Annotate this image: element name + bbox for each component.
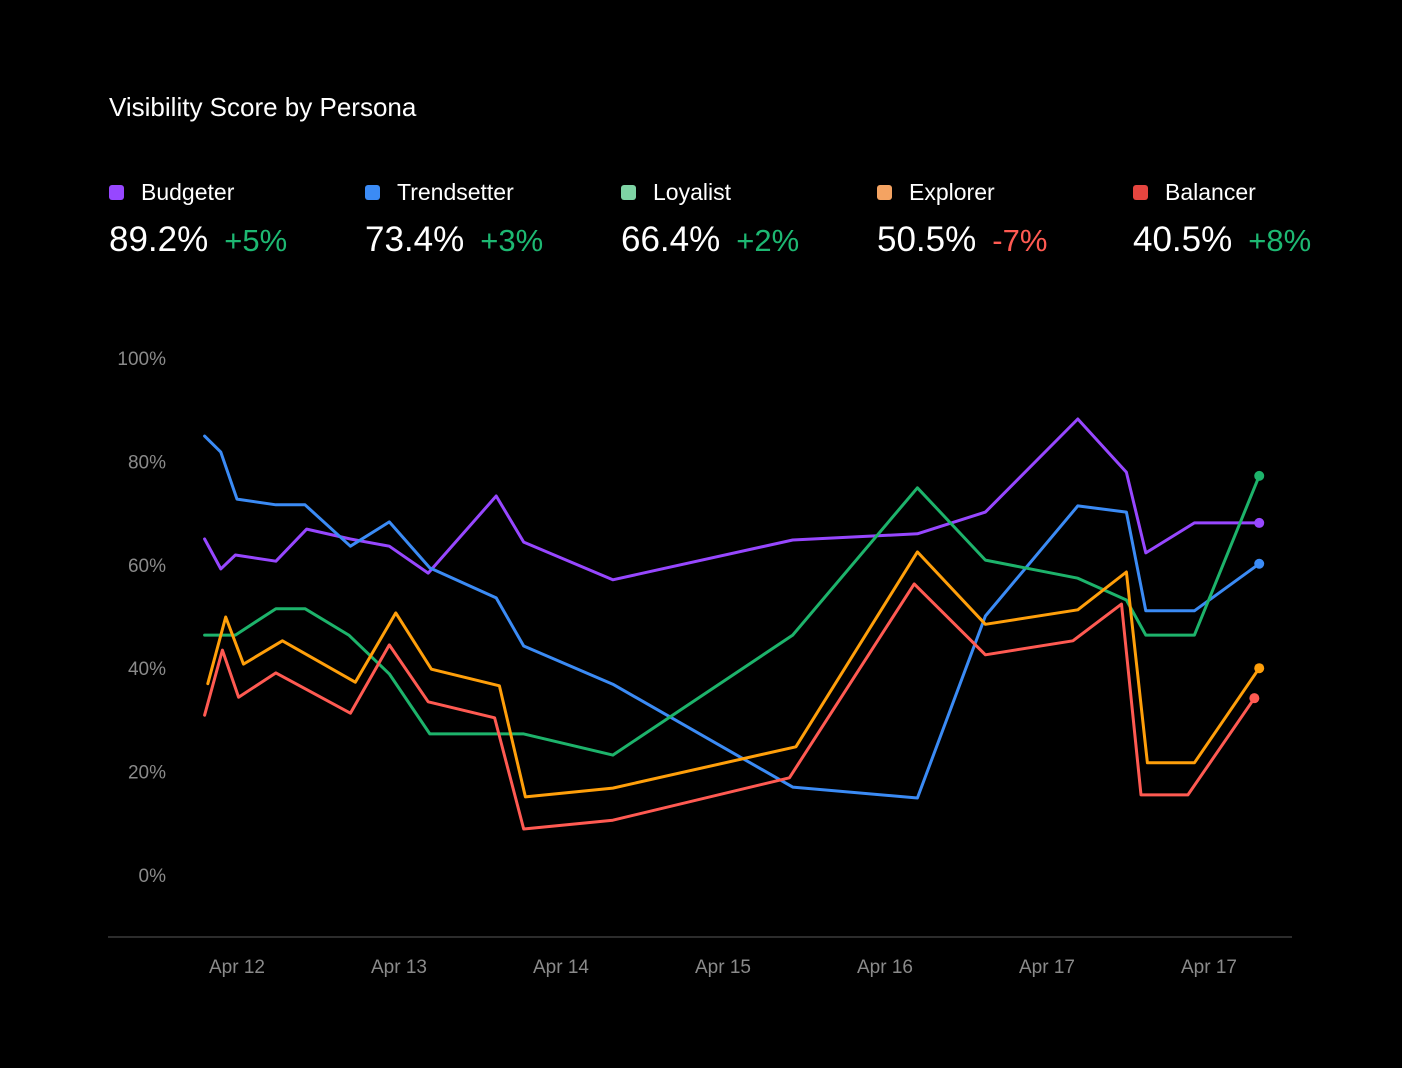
- series-delta: +5%: [224, 223, 288, 258]
- series-name: Explorer: [909, 178, 995, 205]
- y-tick-label: 80%: [128, 452, 166, 473]
- legend-swatch: [109, 184, 124, 200]
- series-delta: -7%: [992, 223, 1048, 258]
- x-tick-label: Apr 17: [1019, 957, 1075, 978]
- legend-swatch: [621, 184, 636, 200]
- y-tick-label: 60%: [128, 556, 166, 577]
- legend-swatch: [1133, 184, 1148, 200]
- series-name: Budgeter: [141, 178, 235, 205]
- series-score: 40.5%: [1133, 220, 1233, 259]
- y-tick-label: 100%: [117, 349, 166, 370]
- series-end-point-loyalist: [1254, 470, 1265, 481]
- y-tick-label: 40%: [128, 659, 166, 680]
- legend-item-budgeter: Budgeter 89.2% +5%: [109, 176, 359, 260]
- series-line-budgeter: [203, 417, 1261, 582]
- series-score: 89.2%: [109, 220, 209, 259]
- legend-item-balancer: Balancer 40.5% +8%: [1133, 176, 1383, 260]
- chart-title: Visibility Score by Persona: [109, 92, 417, 122]
- legend-swatch: [877, 184, 892, 200]
- series-line-balancer: [203, 582, 1256, 831]
- series-line-loyalist: [203, 474, 1261, 757]
- series-line-explorer: [206, 550, 1261, 799]
- x-tick-label: Apr 12: [209, 957, 265, 978]
- legend-swatch: [365, 184, 380, 200]
- series-name: Trendsetter: [397, 178, 514, 205]
- series-line-trendsetter: [203, 434, 1261, 800]
- x-tick-label: Apr 14: [533, 957, 589, 978]
- series-delta: +8%: [1248, 223, 1312, 258]
- x-tick-label: Apr 16: [857, 957, 913, 978]
- series-score: 50.5%: [877, 220, 977, 259]
- x-tick-label: Apr 15: [695, 957, 751, 978]
- series-score: 73.4%: [365, 220, 465, 259]
- series-end-point-explorer: [1254, 663, 1265, 674]
- y-tick-label: 0%: [139, 866, 167, 887]
- series-end-point-trendsetter: [1254, 558, 1265, 569]
- series-name: Balancer: [1165, 178, 1256, 205]
- legend-item-trendsetter: Trendsetter 73.4% +3%: [365, 176, 615, 260]
- series-end-point-budgeter: [1254, 517, 1265, 528]
- series-name: Loyalist: [653, 178, 731, 205]
- legend-item-explorer: Explorer 50.5% -7%: [877, 176, 1127, 260]
- series-delta: +3%: [480, 223, 544, 258]
- y-tick-label: 20%: [128, 763, 166, 784]
- legend-item-loyalist: Loyalist 66.4% +2%: [621, 176, 871, 260]
- x-tick-label: Apr 13: [371, 957, 427, 978]
- series-score: 66.4%: [621, 220, 721, 259]
- series-delta: +2%: [736, 223, 800, 258]
- x-tick-label: Apr 17: [1181, 957, 1237, 978]
- series-end-point-balancer: [1249, 693, 1260, 704]
